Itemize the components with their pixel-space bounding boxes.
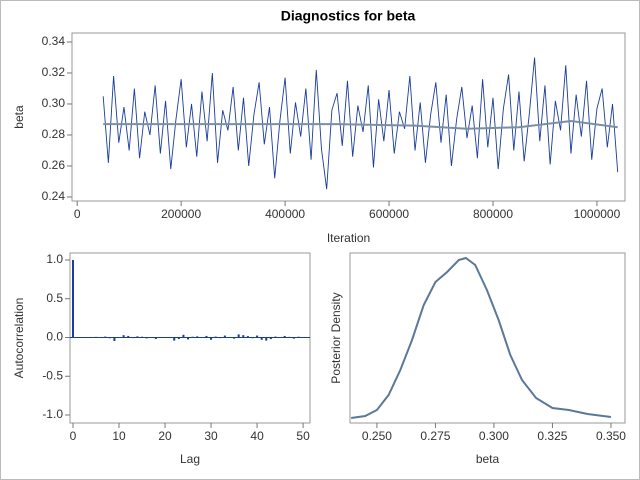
acf-bar (71, 259, 74, 338)
acf-bar (131, 337, 134, 339)
x-tick-label: 400000 (265, 207, 305, 221)
acf-bar (265, 337, 268, 341)
x-tick-label: 800000 (473, 207, 513, 221)
acf-bar (200, 337, 203, 338)
acf-bar (90, 337, 93, 338)
x-axis-label: beta (476, 452, 500, 466)
acf-bar (219, 337, 222, 339)
x-axis-label: Lag (180, 452, 200, 466)
x-tick-label: 20 (158, 429, 172, 443)
x-tick-label: 0.275 (420, 429, 450, 443)
acf-bar (150, 337, 153, 338)
density-curve (351, 256, 612, 419)
acf-bar (141, 336, 144, 338)
acf-bar (118, 337, 121, 338)
acf-bar (196, 336, 199, 338)
x-tick-label: 0 (70, 429, 77, 443)
acf-bar (260, 337, 263, 340)
acf-bar (214, 336, 217, 338)
y-tick-label: -0.5 (42, 368, 63, 382)
acf-bar (283, 335, 286, 338)
acf-bar (145, 337, 148, 339)
x-tick-label: 0.350 (596, 429, 626, 443)
acf-bar (228, 337, 231, 338)
acf-bar (302, 337, 305, 338)
acf-bar (127, 335, 130, 338)
x-tick-label: 0.325 (537, 429, 567, 443)
acf-bar (274, 336, 277, 338)
acf-bar (159, 337, 162, 338)
y-tick-label: 0.24 (42, 189, 66, 203)
plot-frame (69, 252, 311, 424)
acf-bar (177, 337, 180, 340)
x-tick-label: 0.300 (479, 429, 509, 443)
y-tick-label: 0.32 (42, 65, 66, 79)
acf-bar (99, 337, 102, 338)
acf-bar (205, 335, 208, 338)
y-tick-label: 0.34 (42, 34, 66, 48)
chart-title: Diagnostics for beta (281, 8, 416, 24)
y-tick-label: 0.5 (46, 291, 63, 305)
acf-bar (237, 334, 240, 338)
acf-bar (85, 337, 88, 338)
x-tick-label: 200000 (161, 207, 201, 221)
acf-bar (95, 336, 98, 338)
y-tick-label: 0.30 (42, 96, 66, 110)
acf-bar (164, 337, 167, 338)
acf-bar (297, 336, 300, 338)
plot-frame (71, 32, 626, 202)
acf-bar (76, 337, 79, 338)
acf-bar (122, 335, 125, 338)
acf-bar (242, 335, 245, 338)
acf-bar (168, 336, 171, 338)
y-tick-label: 0.26 (42, 158, 66, 172)
x-tick-label: 1000000 (574, 207, 621, 221)
y-tick-label: 1.0 (46, 252, 63, 266)
x-tick-label: 600000 (369, 207, 409, 221)
acf-bar (269, 337, 272, 340)
y-tick-label: -1.0 (42, 407, 63, 421)
x-tick-label: 0.250 (362, 429, 392, 443)
acf-bar (136, 336, 139, 338)
acf-bar (173, 337, 176, 341)
acf-bar (113, 337, 116, 341)
acf-bar (182, 334, 185, 338)
acf-bar (108, 337, 111, 339)
acf-bar (288, 336, 291, 338)
acf-bar (279, 337, 282, 338)
x-tick-label: 10 (112, 429, 126, 443)
acf-bar (104, 336, 107, 338)
acf-bar (191, 336, 194, 338)
acf-bar (246, 336, 249, 338)
acf-bar (223, 335, 226, 338)
acf-bar (210, 337, 213, 340)
y-tick-label: 0.28 (42, 127, 66, 141)
trace-line (102, 57, 619, 190)
y-tick-label: 0.0 (46, 330, 63, 344)
acf-bar (187, 337, 190, 340)
acf-bar (154, 337, 157, 340)
y-axis-label: Posterior Density (329, 292, 343, 383)
plot-frame (349, 252, 626, 424)
y-axis-label: Autocorrelation (12, 298, 26, 379)
x-axis-label: Iteration (327, 231, 370, 245)
acf-bar (292, 337, 295, 339)
trace-line (103, 120, 618, 130)
acf-bar (256, 335, 259, 338)
x-tick-label: 50 (296, 429, 310, 443)
acf-bar (251, 337, 254, 339)
x-tick-label: 30 (204, 429, 218, 443)
y-axis-label: beta (12, 105, 26, 129)
acf-bar (233, 337, 236, 339)
acf-bar (81, 337, 84, 338)
x-tick-label: 0 (74, 207, 81, 221)
x-tick-label: 40 (250, 429, 264, 443)
